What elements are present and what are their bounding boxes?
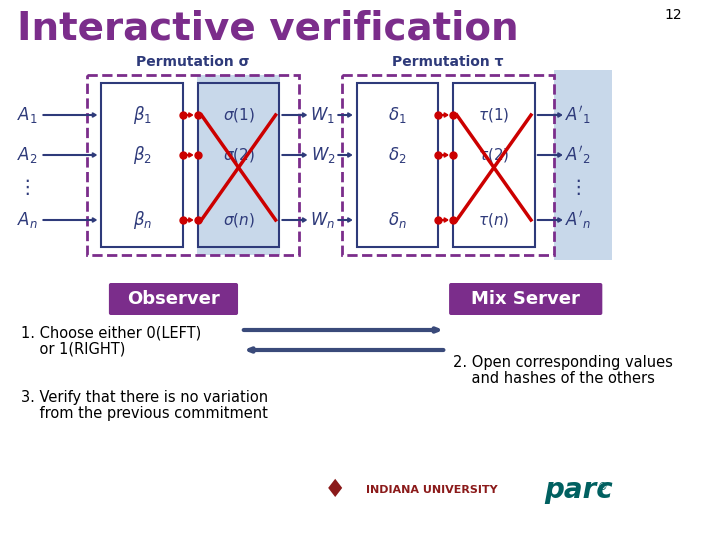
Text: or 1(RIGHT): or 1(RIGHT) bbox=[21, 342, 125, 357]
Text: $W_1$: $W_1$ bbox=[310, 105, 336, 125]
Text: $\delta_1$: $\delta_1$ bbox=[388, 105, 407, 125]
Text: INDIANA UNIVERSITY: INDIANA UNIVERSITY bbox=[366, 485, 498, 495]
Text: $\tau(1)$: $\tau(1)$ bbox=[478, 106, 510, 124]
FancyBboxPatch shape bbox=[109, 283, 238, 315]
Text: $W_2$: $W_2$ bbox=[310, 145, 336, 165]
Text: $\sigma(2)$: $\sigma(2)$ bbox=[222, 146, 254, 164]
Text: 1. Choose either 0(LEFT): 1. Choose either 0(LEFT) bbox=[21, 325, 202, 340]
Text: 12: 12 bbox=[665, 8, 683, 22]
Bar bbox=[453, 83, 535, 247]
Text: $\sigma(1)$: $\sigma(1)$ bbox=[222, 106, 254, 124]
Text: parc: parc bbox=[544, 476, 613, 504]
Text: ⋮: ⋮ bbox=[17, 178, 37, 197]
Text: 2. Open corresponding values: 2. Open corresponding values bbox=[453, 355, 672, 370]
FancyBboxPatch shape bbox=[449, 283, 603, 315]
Bar bbox=[197, 75, 281, 255]
Text: ♦: ♦ bbox=[324, 478, 346, 502]
Text: 3. Verify that there is no variation: 3. Verify that there is no variation bbox=[21, 390, 269, 405]
Text: $\tau(2)$: $\tau(2)$ bbox=[478, 146, 510, 164]
Text: $W_n$: $W_n$ bbox=[310, 210, 336, 230]
Text: $A_1$: $A_1$ bbox=[17, 105, 37, 125]
Text: $A'_2$: $A'_2$ bbox=[565, 144, 591, 166]
Text: $\delta_2$: $\delta_2$ bbox=[388, 145, 407, 165]
Text: $\delta_n$: $\delta_n$ bbox=[388, 210, 407, 230]
Text: $A_2$: $A_2$ bbox=[17, 145, 37, 165]
Text: $\beta_n$: $\beta_n$ bbox=[132, 209, 152, 231]
Bar bbox=[554, 70, 612, 260]
Bar bbox=[197, 83, 279, 247]
Text: and hashes of the others: and hashes of the others bbox=[453, 371, 654, 386]
Text: Permutation σ: Permutation σ bbox=[136, 55, 250, 69]
Text: Interactive verification: Interactive verification bbox=[17, 10, 519, 48]
Text: Permutation τ: Permutation τ bbox=[392, 55, 504, 69]
Bar bbox=[86, 75, 299, 255]
Text: $\beta_2$: $\beta_2$ bbox=[132, 144, 152, 166]
Text: $\sigma(n)$: $\sigma(n)$ bbox=[222, 211, 254, 229]
Text: $\beta_1$: $\beta_1$ bbox=[132, 104, 152, 126]
Text: $A'_1$: $A'_1$ bbox=[565, 104, 591, 126]
Text: $A_n$: $A_n$ bbox=[17, 210, 37, 230]
Bar bbox=[356, 83, 438, 247]
Text: ®: ® bbox=[598, 482, 607, 492]
Bar bbox=[342, 75, 554, 255]
Bar bbox=[102, 83, 183, 247]
Text: from the previous commitment: from the previous commitment bbox=[21, 406, 268, 421]
Text: $A'_n$: $A'_n$ bbox=[565, 209, 591, 231]
Text: Mix Server: Mix Server bbox=[472, 290, 580, 308]
Text: $\tau(n)$: $\tau(n)$ bbox=[478, 211, 510, 229]
Text: Observer: Observer bbox=[127, 290, 220, 308]
Text: ⋮: ⋮ bbox=[569, 178, 588, 197]
